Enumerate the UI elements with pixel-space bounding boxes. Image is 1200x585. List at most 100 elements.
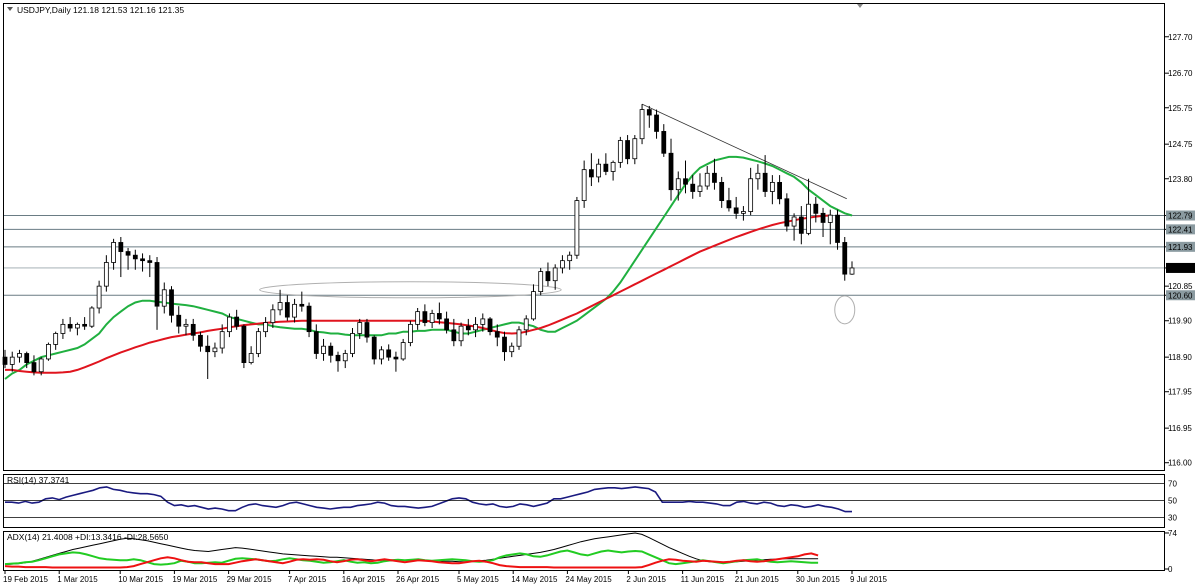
level-badge: [1166, 290, 1195, 301]
candle-bull: [574, 200, 580, 256]
candle-bull: [38, 358, 44, 373]
candle-bull: [458, 325, 464, 342]
candle-bear: [842, 242, 848, 275]
candle-bear: [661, 131, 667, 154]
price-tick-label: 119.90: [1168, 317, 1192, 326]
rsi-tick-label: 70: [1168, 480, 1177, 489]
candle-bear: [2, 356, 8, 365]
candle-bull: [75, 323, 80, 329]
ohlc-values: 121.18 121.53 121.16 121.35: [73, 5, 184, 15]
candle-bull: [516, 329, 522, 347]
candle-bear: [820, 212, 826, 223]
candle-bear: [646, 109, 652, 116]
candle-bear: [82, 323, 88, 327]
price-tick-label: 116.95: [1168, 424, 1192, 433]
candle-bull: [741, 211, 746, 214]
candle-bear: [487, 318, 493, 333]
level-badge: [1166, 241, 1195, 252]
candle-bull: [806, 203, 811, 234]
price-tick-label: 116.00: [1168, 459, 1192, 468]
time-tick-label: 10 Mar 2015: [118, 575, 163, 584]
point-ellipse: [834, 295, 856, 325]
candle-bull: [96, 285, 102, 309]
candle-bear: [683, 178, 688, 185]
candle-bull: [639, 109, 645, 140]
candle-bear: [625, 140, 630, 160]
time-tick-label: 16 Apr 2015: [342, 575, 386, 584]
time-tick-label: 11 Jun 2015: [681, 575, 725, 584]
candle-bull: [53, 333, 59, 345]
candle-bull: [248, 353, 254, 364]
candle-bull: [581, 169, 587, 201]
candle-bear: [67, 323, 73, 329]
candle-bull: [755, 172, 761, 180]
candle-bear: [140, 258, 145, 262]
candle-bear: [588, 169, 594, 178]
candle-bear: [733, 207, 739, 214]
candle-bull: [212, 347, 218, 353]
candlesticks: [2, 104, 855, 379]
annotation-ellipses: [259, 281, 856, 325]
price-tick-label: 122.79: [1168, 212, 1193, 221]
time-tick-label: 7 Apr 2015: [288, 575, 327, 584]
candle-bear: [125, 251, 131, 256]
candle-bear: [364, 322, 370, 338]
moving-average-line: [5, 214, 831, 374]
candle-bear: [393, 356, 399, 360]
price-tick-label: 117.95: [1168, 388, 1192, 397]
collapse-icon[interactable]: [7, 7, 13, 11]
candle-bull: [415, 311, 421, 325]
candle-bear: [813, 203, 819, 214]
candle-bull: [552, 267, 558, 282]
rsi-level-badge: [1166, 478, 1178, 489]
candle-bear: [306, 305, 312, 333]
time-tick-label: 21 Jun 2015: [735, 575, 780, 584]
candle-bear: [502, 336, 507, 353]
candle-bear: [436, 313, 442, 320]
moving-average-line: [4, 155, 853, 380]
candle-bear: [835, 214, 840, 243]
time-tick-label: 14 May 2015: [511, 575, 558, 584]
candle-bull: [473, 323, 478, 331]
rsi-tick-label: 50: [1168, 497, 1177, 506]
main-price-pane[interactable]: [3, 3, 1165, 471]
rsi-lines: [5, 486, 852, 513]
candle-bull: [270, 309, 276, 323]
candle-bear: [234, 316, 240, 327]
level-badge: [1166, 210, 1195, 221]
rsi-line: [5, 486, 852, 513]
time-tick-label: 19 Feb 2015: [3, 575, 48, 584]
candle-bull: [103, 262, 109, 287]
time-tick-label: 26 Apr 2015: [396, 575, 440, 584]
candle-bull: [429, 313, 435, 323]
candle-bear: [603, 163, 609, 172]
candle-bull: [350, 333, 355, 354]
price-tick-label: 122.41: [1168, 225, 1193, 234]
candle-bull: [17, 353, 22, 358]
rsi-title: RSI(14) 37.3741: [7, 475, 70, 485]
candle-bull: [610, 161, 616, 172]
candle-bull: [769, 181, 775, 192]
time-tick-label: 5 May 2015: [457, 575, 499, 584]
time-tick-label: 1 Mar 2015: [57, 575, 98, 584]
candle-bull: [567, 254, 573, 262]
dropdown-arrow-icon[interactable]: [857, 4, 863, 8]
candle-bull: [791, 216, 797, 227]
candle-bear: [147, 260, 153, 263]
candle-bear: [313, 331, 319, 354]
candle-bull: [596, 163, 602, 178]
candle-bear: [422, 311, 428, 323]
price-tick-label: 120.85: [1168, 282, 1193, 291]
candle-bull: [400, 342, 406, 360]
candle-bull: [111, 242, 116, 263]
candle-bull: [379, 349, 384, 360]
candle-bull: [632, 138, 638, 160]
level-badge: [1166, 224, 1195, 235]
candle-bull: [704, 172, 710, 187]
candle-bear: [328, 345, 334, 356]
candle-bear: [205, 345, 211, 353]
price-tick-label: 123.80: [1168, 175, 1193, 184]
time-tick-label: 19 Mar 2015: [172, 575, 217, 584]
candle-bear: [690, 183, 696, 192]
